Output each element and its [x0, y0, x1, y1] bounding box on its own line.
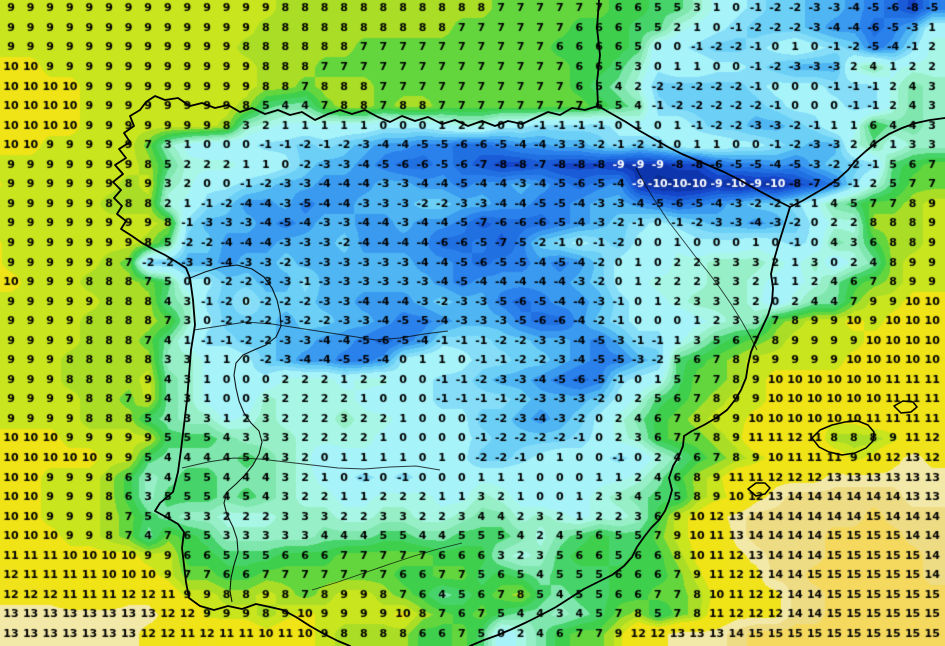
weather-map: [0, 0, 945, 646]
temperature-grid-canvas: [0, 0, 945, 646]
